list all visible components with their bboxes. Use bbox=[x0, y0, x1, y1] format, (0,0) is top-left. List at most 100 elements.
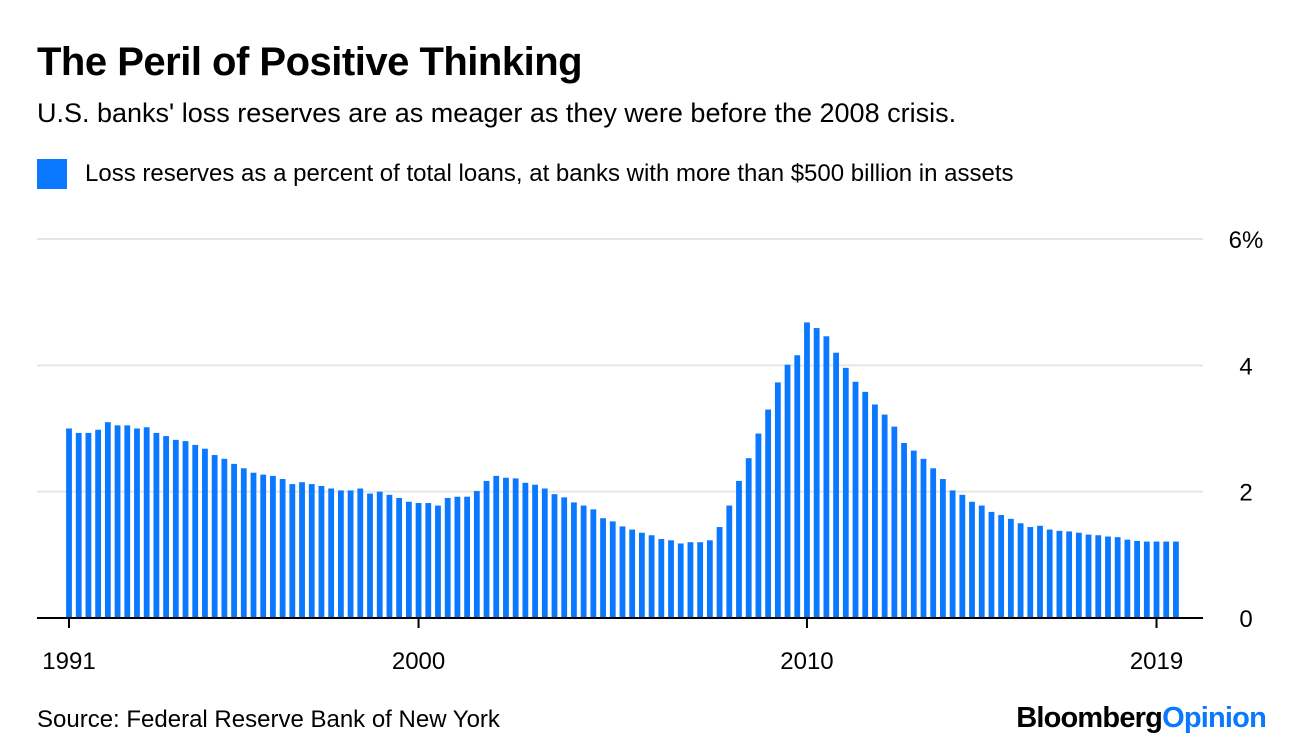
bar bbox=[920, 458, 927, 618]
bar bbox=[376, 491, 383, 618]
bar bbox=[1046, 529, 1053, 618]
bar bbox=[153, 432, 160, 618]
bar bbox=[512, 478, 519, 618]
bar bbox=[124, 425, 131, 618]
bar bbox=[571, 502, 577, 618]
y-tick-label: 2 bbox=[1239, 480, 1252, 507]
bar bbox=[959, 494, 966, 618]
bar bbox=[444, 497, 451, 618]
bar bbox=[522, 482, 529, 618]
bar bbox=[1153, 541, 1160, 618]
legend-swatch bbox=[37, 159, 67, 189]
bar bbox=[260, 474, 267, 618]
bar bbox=[706, 540, 713, 618]
bar bbox=[580, 505, 587, 618]
bar bbox=[1105, 536, 1111, 618]
bar bbox=[852, 381, 859, 618]
bar bbox=[988, 511, 995, 618]
bar bbox=[794, 355, 801, 618]
bar bbox=[590, 509, 597, 618]
bar bbox=[1095, 535, 1102, 618]
bloomberg-opinion-logo: BloombergOpinion bbox=[1016, 702, 1267, 735]
bar bbox=[134, 428, 140, 618]
bar bbox=[367, 493, 373, 618]
bar bbox=[299, 482, 305, 618]
bar bbox=[1056, 530, 1063, 618]
bar bbox=[1085, 534, 1092, 618]
bar bbox=[172, 439, 179, 618]
bar bbox=[182, 441, 189, 618]
bar bbox=[813, 328, 820, 618]
bar bbox=[658, 539, 665, 618]
chart-title: The Peril of Positive Thinking bbox=[37, 40, 583, 84]
bar bbox=[143, 427, 150, 618]
bar bbox=[978, 505, 985, 618]
bar bbox=[357, 488, 364, 618]
bar bbox=[862, 391, 869, 618]
bar bbox=[600, 518, 606, 618]
bar bbox=[1027, 527, 1034, 618]
bar bbox=[240, 468, 247, 618]
bar bbox=[464, 496, 471, 618]
bar bbox=[940, 479, 946, 618]
bar bbox=[930, 468, 937, 618]
bar bbox=[833, 352, 839, 618]
bar bbox=[1017, 523, 1024, 618]
bar bbox=[425, 503, 432, 618]
bar bbox=[881, 414, 888, 618]
bar bbox=[396, 497, 403, 618]
bar bbox=[66, 428, 72, 618]
bar bbox=[211, 455, 218, 618]
bar bbox=[95, 429, 102, 618]
legend: Loss reserves as a percent of total loan… bbox=[37, 158, 1014, 190]
bar bbox=[677, 543, 684, 618]
bar bbox=[415, 503, 422, 618]
bar bbox=[1114, 537, 1121, 618]
bar bbox=[949, 490, 956, 618]
bar bbox=[745, 458, 752, 618]
bar bbox=[638, 532, 645, 618]
bar bbox=[386, 494, 393, 618]
y-tick-label: 6% bbox=[1229, 227, 1264, 254]
bar bbox=[250, 472, 257, 618]
bar bbox=[473, 491, 480, 618]
brand-opinion: Opinion bbox=[1162, 702, 1267, 734]
bar bbox=[328, 488, 335, 618]
source-note: Source: Federal Reserve Bank of New York bbox=[37, 706, 500, 733]
bar bbox=[1163, 541, 1170, 618]
bar bbox=[1007, 518, 1014, 618]
legend-label: Loss reserves as a percent of total loan… bbox=[85, 160, 1014, 187]
bar bbox=[1037, 525, 1043, 618]
bar bbox=[765, 409, 772, 618]
bar bbox=[270, 475, 276, 619]
bar bbox=[405, 501, 412, 618]
bar bbox=[279, 479, 286, 618]
bar bbox=[435, 505, 441, 618]
bar bbox=[192, 444, 199, 618]
bar bbox=[503, 477, 509, 618]
bar bbox=[823, 336, 830, 618]
bar bbox=[842, 367, 849, 618]
x-tick-label: 2019 bbox=[1130, 648, 1183, 675]
bar bbox=[221, 458, 228, 618]
bar bbox=[1124, 539, 1131, 618]
bar bbox=[629, 529, 636, 618]
bar bbox=[493, 475, 500, 619]
bar bbox=[1173, 541, 1179, 618]
bar bbox=[202, 448, 208, 618]
bar bbox=[609, 521, 616, 618]
bar bbox=[998, 515, 1005, 618]
bar bbox=[736, 480, 742, 618]
bar bbox=[697, 542, 704, 618]
bar bbox=[1075, 532, 1082, 618]
bar bbox=[910, 450, 917, 618]
bar bbox=[619, 526, 626, 618]
bar bbox=[784, 364, 791, 618]
bar bbox=[104, 422, 111, 618]
brand-bloomberg: Bloomberg bbox=[1016, 702, 1163, 734]
bar bbox=[532, 484, 538, 618]
bar bbox=[75, 432, 82, 618]
bar bbox=[231, 463, 237, 618]
y-tick-label: 4 bbox=[1239, 353, 1252, 380]
bar bbox=[85, 432, 92, 618]
